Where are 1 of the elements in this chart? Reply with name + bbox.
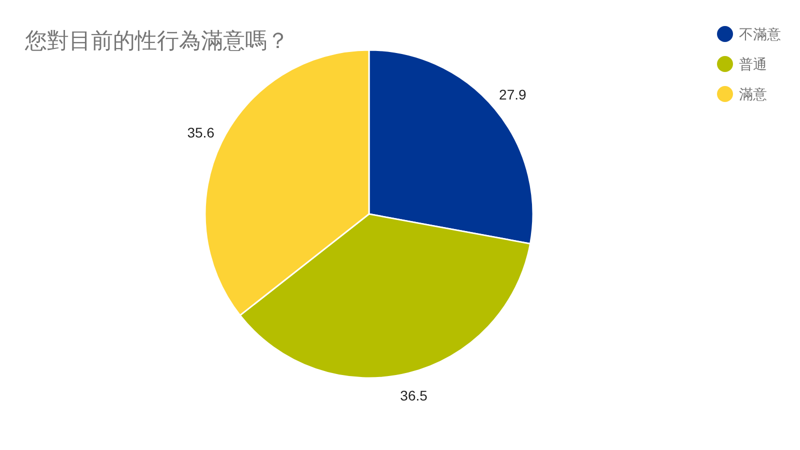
title: 您對目前的性行為滿意嗎？	[25, 28, 289, 53]
